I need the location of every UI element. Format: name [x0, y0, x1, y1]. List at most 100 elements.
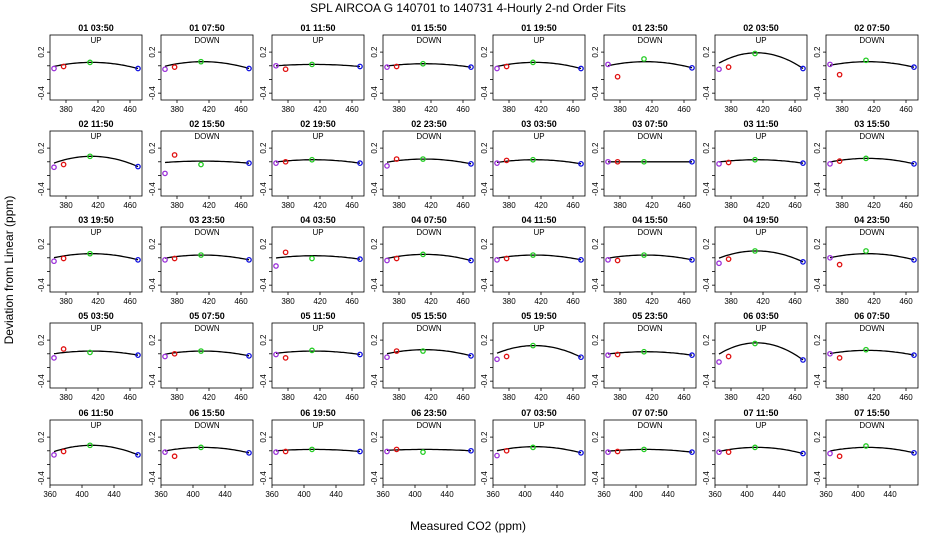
standard-point	[863, 443, 869, 449]
standard-point	[863, 57, 869, 64]
x-tick-label: 440	[661, 490, 675, 499]
x-tick-label: 440	[550, 490, 564, 499]
standard-point	[246, 352, 252, 359]
standard-point	[171, 255, 178, 262]
x-tick-label: 460	[899, 201, 913, 210]
standard-point	[716, 260, 722, 267]
standard-point	[641, 446, 647, 453]
standard-point	[60, 448, 67, 455]
x-tick-label: 460	[456, 297, 470, 306]
y-tick-label: -0.4	[813, 278, 822, 292]
panel-frame	[492, 130, 586, 197]
y-tick-label: 0.2	[370, 238, 379, 250]
standard-point	[800, 65, 806, 72]
standard-point	[605, 61, 611, 68]
fit-curve	[53, 444, 139, 456]
y-tick-label: -0.4	[591, 86, 600, 100]
panel-direction: UP	[312, 132, 323, 141]
panel-title: 02 19:50	[300, 119, 336, 129]
standard-point	[752, 340, 758, 347]
x-tick-label: 420	[202, 297, 216, 306]
x-tick-label: 380	[392, 201, 406, 210]
x-tick-label: 420	[91, 393, 105, 402]
standard-point	[420, 348, 426, 354]
standard-point	[689, 352, 695, 359]
standard-point	[309, 347, 315, 354]
standard-point	[357, 256, 363, 263]
standard-point	[393, 156, 400, 162]
standard-point	[911, 160, 917, 167]
standard-point	[725, 256, 732, 263]
panel-direction: UP	[533, 36, 544, 45]
x-tick-label: 420	[867, 105, 881, 114]
standard-point	[530, 59, 536, 66]
standard-point	[752, 444, 758, 451]
standard-point	[911, 352, 917, 359]
fit-curve	[829, 61, 915, 68]
y-tick-label: 0.2	[370, 142, 379, 154]
standard-point	[198, 161, 204, 168]
y-axis-label: Deviation from Linear (ppm)	[2, 196, 16, 345]
x-tick-label: 420	[645, 297, 659, 306]
panel-direction: DOWN	[637, 324, 663, 333]
x-tick-label: 380	[392, 105, 406, 114]
y-tick-label: 0.2	[702, 46, 711, 58]
standard-point	[836, 453, 843, 460]
standard-point	[384, 257, 390, 264]
panel-frame	[492, 34, 586, 101]
panel-title: 01 11:50	[300, 23, 335, 33]
x-tick-label: 440	[329, 490, 343, 499]
standard-point	[605, 449, 611, 456]
y-tick-label: 0.2	[148, 431, 157, 443]
panel-frame	[825, 419, 919, 486]
standard-point	[827, 160, 833, 167]
panel-title: 03 23:50	[189, 215, 225, 225]
panel-title: 04 07:50	[411, 215, 447, 225]
x-tick-label: 380	[59, 201, 73, 210]
y-tick-label: 0.2	[259, 334, 268, 346]
standard-point	[530, 444, 536, 451]
standard-point	[246, 65, 252, 72]
x-tick-label: 420	[424, 393, 438, 402]
panel: 03 07:50 DOWN -0.4 0.2 380 420 460	[591, 119, 697, 210]
standard-point	[503, 63, 510, 70]
panel: 01 07:50 DOWN -0.4 0.2 380 420 460	[148, 23, 254, 114]
panel: 02 15:50 DOWN -0.4 0.2 380 420 460	[148, 119, 254, 210]
panel-frame	[382, 130, 476, 197]
standard-point	[87, 442, 93, 449]
x-tick-label: 440	[883, 490, 897, 499]
x-tick-label: 460	[788, 105, 802, 114]
y-tick-label: -0.4	[37, 182, 46, 196]
standard-point	[614, 73, 621, 80]
panel-title: 02 11:50	[78, 119, 113, 129]
panel-direction: DOWN	[416, 324, 442, 333]
standard-point	[171, 152, 178, 158]
x-tick-label: 380	[613, 393, 627, 402]
y-tick-label: 0.2	[37, 238, 46, 250]
y-tick-label: -0.4	[591, 374, 600, 388]
y-tick-label: 0.2	[813, 238, 822, 250]
panel-title: 07 11:50	[743, 408, 778, 418]
fit-curve	[829, 446, 915, 454]
y-tick-label: -0.4	[259, 86, 268, 100]
panel-title: 01 07:50	[189, 23, 225, 33]
y-tick-label: -0.4	[480, 471, 489, 485]
x-tick-label: 380	[392, 297, 406, 306]
chart-title: SPL AIRCOA G 140701 to 140731 4-Hourly 2…	[310, 1, 626, 15]
y-tick-label: -0.4	[37, 374, 46, 388]
standard-point	[282, 249, 289, 256]
standard-point	[494, 160, 500, 167]
fit-curve	[164, 61, 250, 70]
y-tick-label: -0.4	[702, 182, 711, 196]
standard-point	[716, 449, 722, 456]
x-tick-label: 380	[281, 393, 295, 402]
y-tick-label: 0.2	[259, 46, 268, 58]
x-tick-label: 460	[899, 105, 913, 114]
x-tick-label: 460	[234, 201, 248, 210]
panel: 03 11:50 UP -0.4 0.2 380 420 460	[702, 119, 808, 210]
x-tick-label: 460	[456, 201, 470, 210]
x-tick-label: 380	[59, 105, 73, 114]
x-tick-label: 420	[202, 393, 216, 402]
panel-frame	[49, 322, 143, 389]
y-tick-label: 0.2	[702, 142, 711, 154]
